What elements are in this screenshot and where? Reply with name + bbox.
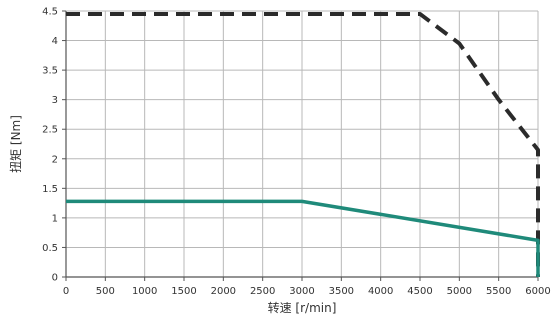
y-tick-label: 1.5 — [42, 184, 58, 195]
y-tick-label: 1 — [52, 213, 58, 224]
x-tick-label: 500 — [96, 286, 115, 297]
x-tick-label: 0 — [63, 286, 69, 297]
x-axis-title: 转速 [r/min] — [268, 300, 337, 315]
x-tick-label: 6000 — [525, 286, 550, 297]
x-tick-label: 5500 — [486, 286, 511, 297]
x-tick-label: 5000 — [447, 286, 472, 297]
y-tick-label: 2.5 — [42, 125, 58, 136]
y-tick-label: 3.5 — [42, 66, 58, 77]
dashed-series-line — [66, 11, 540, 277]
tick-labels: 0 500 1000 1500 2000 2500 3000 3500 4000 4500 5000… — [42, 7, 551, 298]
grid — [65, 10, 539, 278]
y-tick-label: 3 — [52, 95, 58, 106]
solid-series-line — [66, 199, 540, 277]
x-tick-label: 3000 — [289, 286, 314, 297]
axes — [62, 10, 539, 281]
series — [66, 11, 540, 277]
x-tick-label: 4500 — [407, 286, 432, 297]
y-tick-label: 0 — [52, 273, 58, 284]
y-tick-label: 0.5 — [42, 243, 58, 254]
y-tick-label: 4.5 — [42, 7, 58, 18]
x-tick-label: 2000 — [211, 286, 236, 297]
x-tick-label: 3500 — [329, 286, 354, 297]
y-tick-label: 4 — [52, 36, 58, 47]
x-tick-label: 4000 — [368, 286, 393, 297]
x-tick-label: 1000 — [132, 286, 157, 297]
y-tick-label: 2 — [52, 154, 58, 165]
x-tick-label: 2500 — [250, 286, 275, 297]
x-tick-label: 1500 — [171, 286, 196, 297]
y-axis-title: 扭矩 [Nm] — [9, 115, 23, 173]
